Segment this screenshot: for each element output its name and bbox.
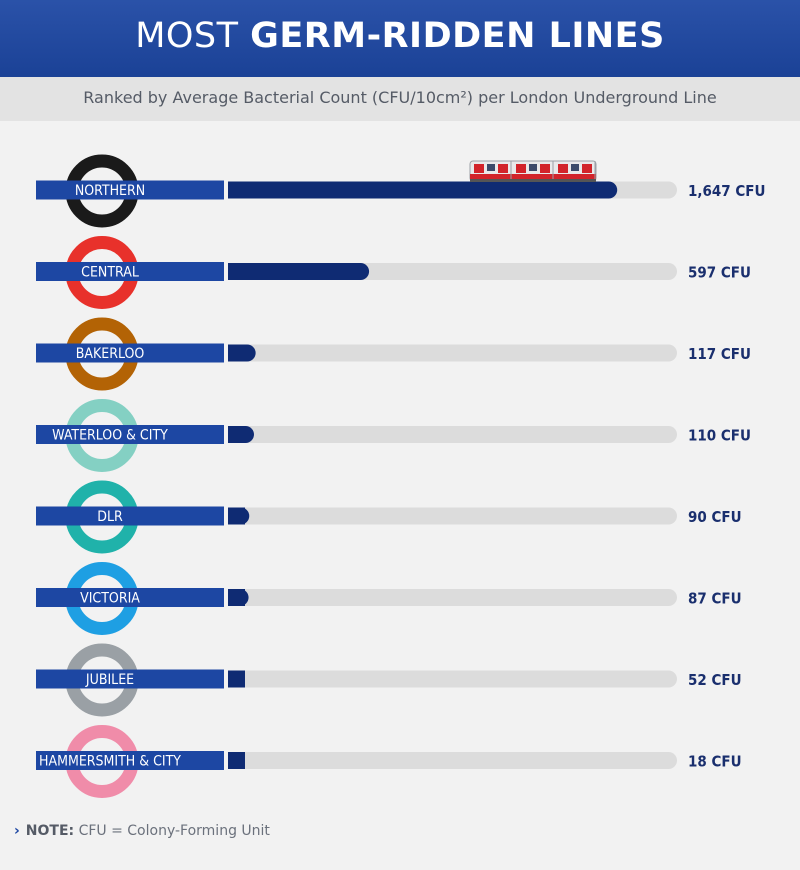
line-label-plate bbox=[36, 751, 224, 770]
page-title: MOST GERM-RIDDEN LINES bbox=[0, 16, 800, 56]
line-label: VICTORIA bbox=[80, 591, 140, 607]
line-label-plate bbox=[36, 669, 224, 689]
bar bbox=[228, 263, 370, 280]
bar-left-edge bbox=[228, 426, 245, 443]
title-part-2: GERM-RIDDEN LINES bbox=[250, 16, 665, 56]
value-label: 90 CFU bbox=[688, 508, 742, 526]
bar-track bbox=[228, 426, 677, 443]
bar-track bbox=[228, 752, 677, 769]
value-label: 117 CFU bbox=[688, 345, 751, 363]
line-label-plate bbox=[36, 425, 224, 444]
line-label-plate bbox=[36, 180, 224, 200]
title-part-1: MOST bbox=[135, 16, 251, 56]
value-label: 597 CFU bbox=[688, 264, 751, 282]
subtitle-bar bbox=[0, 77, 800, 121]
line-label-plate bbox=[36, 588, 224, 607]
line-label: DLR bbox=[97, 509, 123, 525]
header-banner bbox=[0, 0, 800, 77]
footnote: › NOTE: CFU = Colony-Forming Unit bbox=[14, 823, 270, 839]
note-label: NOTE: bbox=[25, 823, 75, 839]
train-icon bbox=[469, 160, 597, 182]
line-label: HAMMERSMITH & CITY bbox=[39, 754, 181, 770]
value-label: 18 CFU bbox=[688, 753, 742, 771]
line-label: NORTHERN bbox=[75, 183, 145, 199]
value-label: 52 CFU bbox=[688, 671, 742, 689]
line-label: BAKERLOO bbox=[76, 346, 145, 362]
bar-left-edge bbox=[228, 670, 245, 688]
line-label: CENTRAL bbox=[81, 265, 139, 281]
bar-left-edge bbox=[228, 263, 245, 280]
bar-track bbox=[228, 670, 677, 688]
value-label: 87 CFU bbox=[688, 590, 742, 608]
bar-left-edge bbox=[228, 589, 245, 606]
bar-left-edge bbox=[228, 752, 245, 769]
bar-track bbox=[228, 507, 677, 525]
bar-track bbox=[228, 344, 677, 362]
value-label: 1,647 CFU bbox=[688, 182, 765, 200]
bar-left-edge bbox=[228, 507, 245, 525]
bar bbox=[228, 181, 618, 199]
chevron-right-icon: › bbox=[14, 823, 20, 839]
line-label-plate bbox=[36, 343, 224, 363]
note-text: CFU = Colony-Forming Unit bbox=[74, 823, 270, 839]
page-subtitle: Ranked by Average Bacterial Count (CFU/1… bbox=[83, 88, 717, 107]
line-label-plate bbox=[36, 262, 224, 281]
line-label-plate bbox=[36, 506, 224, 526]
line-label: WATERLOO & CITY bbox=[52, 428, 168, 444]
bar-track bbox=[228, 589, 677, 606]
line-label: JUBILEE bbox=[85, 672, 134, 688]
bar-left-edge bbox=[228, 344, 245, 362]
bar-left-edge bbox=[228, 181, 245, 199]
header-shade bbox=[0, 0, 800, 77]
value-label: 110 CFU bbox=[688, 427, 751, 445]
